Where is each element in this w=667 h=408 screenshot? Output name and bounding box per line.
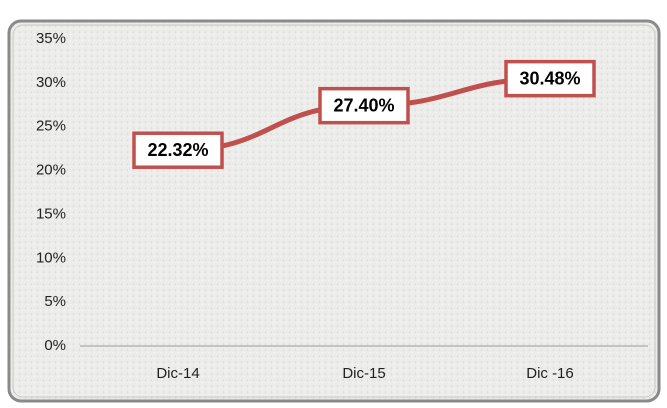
x-tick-label: Dic-15 (342, 365, 385, 382)
chart-frame-inner (12, 24, 656, 398)
data-label-box (132, 131, 224, 169)
y-tick-label: 20% (36, 162, 66, 179)
data-label: 27.40% (333, 95, 394, 115)
y-tick-label: 5% (44, 293, 66, 310)
x-tick-label: Dic-14 (156, 365, 199, 382)
data-label: 22.32% (147, 140, 208, 160)
data-label: 30.48% (519, 68, 580, 88)
y-tick-label: 35% (36, 30, 66, 47)
data-label-box (318, 86, 410, 125)
data-label-box (504, 59, 596, 98)
y-tick-label: 15% (36, 205, 66, 222)
y-tick-label: 10% (36, 249, 66, 266)
y-tick-label: 25% (36, 118, 66, 135)
x-tick-label: Dic -16 (526, 365, 574, 382)
y-tick-label: 30% (36, 74, 66, 91)
y-tick-label: 0% (44, 337, 66, 354)
chart-frame (7, 19, 661, 403)
